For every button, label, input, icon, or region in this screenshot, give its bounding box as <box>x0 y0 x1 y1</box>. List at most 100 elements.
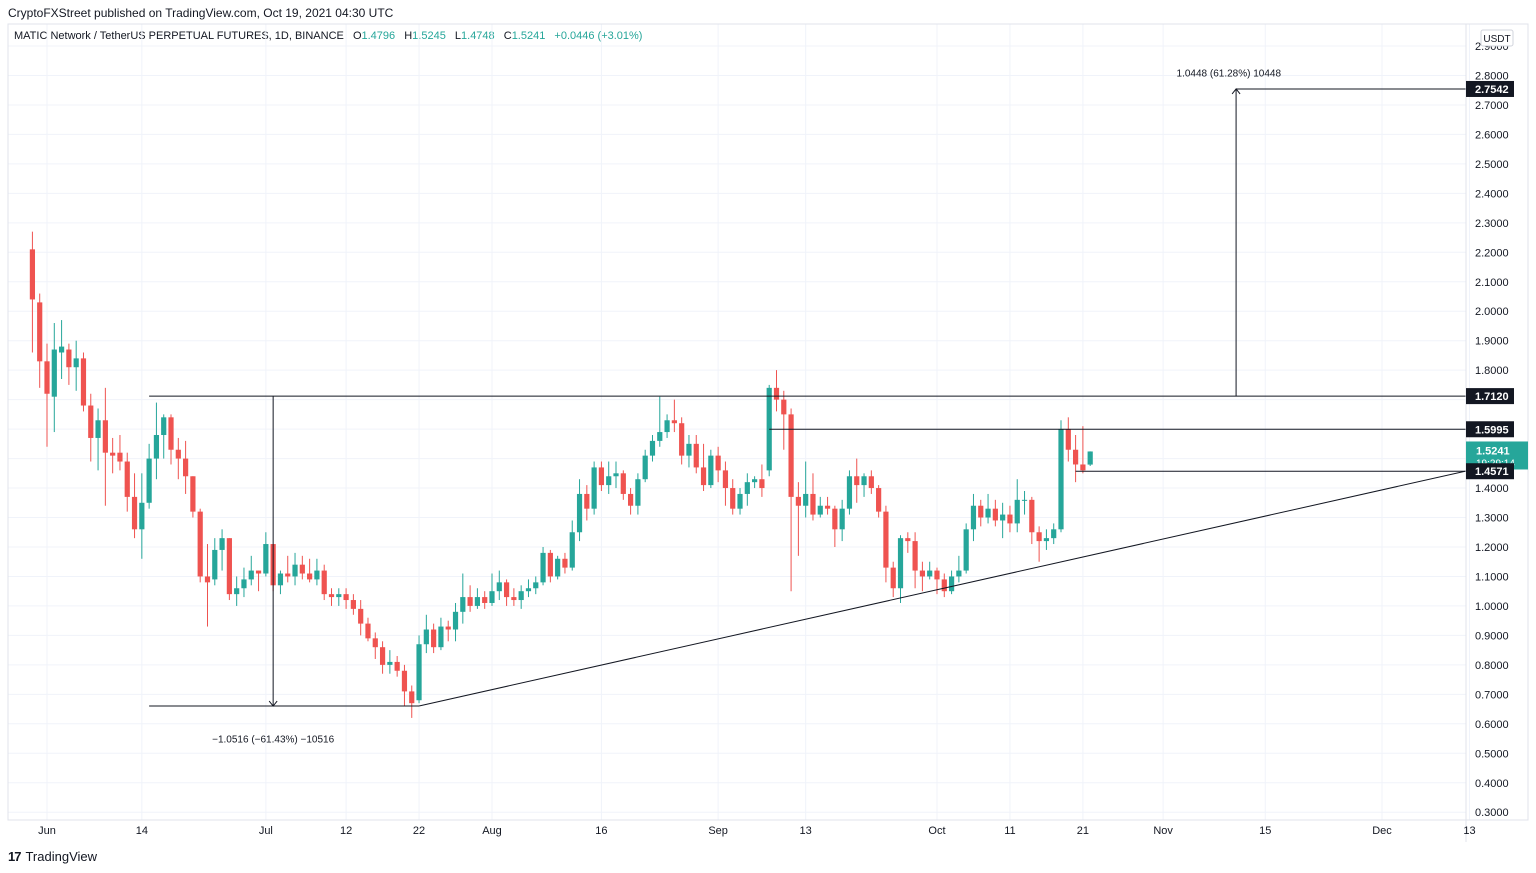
price-level-text: 1.4571 <box>1475 466 1509 478</box>
candle-body <box>168 417 174 450</box>
open-value: 1.4796 <box>361 30 396 42</box>
candle-body <box>328 594 335 598</box>
candle-body <box>503 582 510 598</box>
candle-body <box>635 479 641 506</box>
y-tick-label: 2.0000 <box>1475 306 1509 318</box>
candle-body <box>992 508 998 521</box>
candle-body <box>868 476 874 489</box>
y-tick-label: 2.8000 <box>1475 70 1509 82</box>
candle-body <box>277 573 284 586</box>
x-tick-label: 21 <box>1077 825 1089 837</box>
y-tick-label: 2.2000 <box>1475 247 1509 259</box>
candle-body <box>511 597 517 601</box>
candle-body <box>241 579 247 589</box>
candle-body <box>737 493 743 509</box>
published-line: CryptoFXStreet published on TradingView.… <box>8 6 394 20</box>
y-tick-label: 2.5000 <box>1475 159 1509 171</box>
candle-body <box>401 670 408 692</box>
candle-body <box>591 467 597 509</box>
y-tick-label: 2.6000 <box>1475 129 1509 141</box>
candle-body <box>584 493 590 509</box>
candle-body <box>131 496 138 530</box>
candle-body <box>161 417 167 436</box>
candle-body <box>51 349 57 397</box>
candle-body <box>876 488 882 512</box>
symbol-name: MATIC Network / TetherUS PERPETUAL FUTUR… <box>14 30 344 42</box>
change-value: +0.0446 (+3.01%) <box>554 30 643 42</box>
candle-body <box>715 455 721 471</box>
candle-body <box>58 346 65 353</box>
price-level-text: 1.7120 <box>1475 391 1509 403</box>
candle-body <box>117 452 123 462</box>
candle-body <box>153 435 160 459</box>
candle-body <box>102 420 108 453</box>
close-label: C <box>503 30 512 42</box>
candle-body <box>788 414 794 497</box>
candle-body <box>110 452 116 456</box>
candle-body <box>29 249 36 300</box>
y-tick-label: 0.9000 <box>1475 630 1509 642</box>
candle-body <box>1029 499 1035 533</box>
price-level-tag <box>1466 80 1514 97</box>
measure-label: −1.0516 (−61.43%) −10516 <box>212 735 334 746</box>
x-tick-label: Aug <box>482 825 502 837</box>
candle-body <box>985 508 991 518</box>
y-tick-label: 1.1000 <box>1475 571 1509 583</box>
candle-body <box>358 608 364 624</box>
candle-body <box>467 597 473 606</box>
candle-body <box>1065 429 1071 450</box>
current-price-text: 1.5241 <box>1476 445 1510 457</box>
candle-body <box>1058 429 1064 530</box>
candle-body <box>671 420 677 424</box>
candle-body <box>963 529 969 571</box>
high-label: H <box>404 30 413 42</box>
candle-body <box>1000 514 1006 521</box>
candle-body <box>525 588 532 592</box>
candle-body <box>540 552 546 583</box>
candle-body <box>679 423 685 456</box>
x-tick-label: Nov <box>1153 825 1173 837</box>
candle-body <box>394 661 400 671</box>
measure-label: 1.0448 (61.28%) 10448 <box>1177 69 1282 80</box>
candle-body <box>628 493 634 506</box>
candle-body <box>861 476 867 486</box>
candle-body <box>518 591 524 601</box>
candle-body <box>452 611 459 630</box>
candle-body <box>474 597 481 606</box>
candle-body <box>978 505 984 518</box>
candle-body <box>343 594 349 601</box>
x-tick-label: 13 <box>800 825 812 837</box>
candle-body <box>773 387 780 400</box>
candle-body <box>547 552 553 577</box>
y-tick-label: 1.3000 <box>1475 513 1509 525</box>
y-tick-label: 0.5000 <box>1475 748 1509 760</box>
candle-body <box>890 567 896 589</box>
candle-body <box>482 597 488 603</box>
ascending-trendline <box>418 464 1492 707</box>
candle-body <box>941 579 947 592</box>
candle-body <box>248 570 254 580</box>
price-level-text: 2.7542 <box>1475 84 1509 96</box>
low-label: L <box>454 30 462 42</box>
candle-body <box>416 644 422 701</box>
candle-body <box>197 511 203 577</box>
low-value: 1.4748 <box>461 30 495 42</box>
candle-body <box>124 461 130 497</box>
candle-body <box>350 600 356 609</box>
x-tick-label: 22 <box>413 825 425 837</box>
candle-body <box>95 420 101 438</box>
candle-body <box>817 505 823 515</box>
candle-body <box>905 538 911 542</box>
candle-body <box>1036 532 1042 542</box>
candle-body <box>1043 538 1050 542</box>
candle-body <box>620 473 626 494</box>
candle-body <box>759 479 765 489</box>
candle-body <box>664 420 670 433</box>
candle-body <box>956 570 962 577</box>
candle-body <box>533 582 539 589</box>
candle-body <box>1087 451 1093 465</box>
candle-body <box>919 570 925 577</box>
candle-body <box>44 361 50 394</box>
y-tick-label: 0.7000 <box>1475 689 1509 701</box>
